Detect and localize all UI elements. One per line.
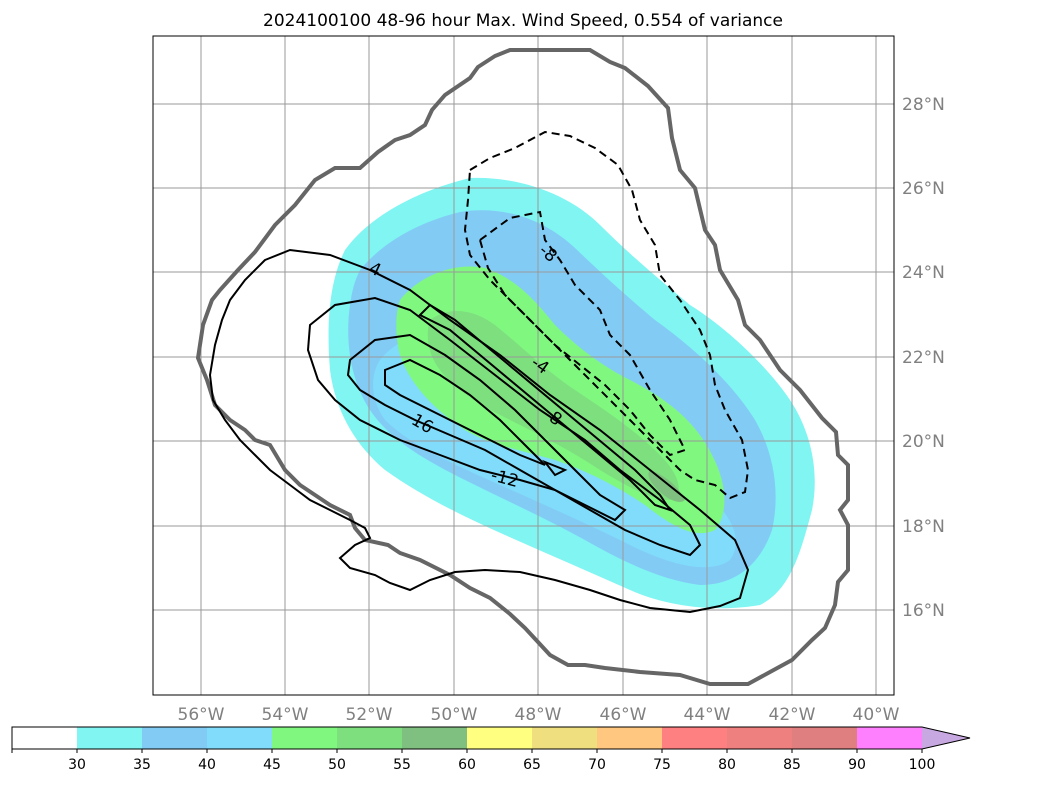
contours-positive [208,248,750,614]
chart-title: 2024100100 48-96 hour Max. Wind Speed, 0… [263,11,783,31]
colorbar-label: 65 [523,757,541,773]
lat-tick-label: 22°N [902,348,945,368]
lat-tick-labels: 28°N 26°N 24°N 22°N 20°N 18°N 16°N [902,95,945,621]
colorbar-swatch [77,727,143,749]
colorbar-swatch [727,727,793,749]
colorbar-label: 45 [263,757,281,773]
colorbar-swatch [857,727,923,749]
colorbar-swatch [597,727,663,749]
lon-tick-label: 48°W [515,705,562,725]
lat-tick-label: 16°N [902,601,945,621]
map-plot-area [153,36,894,695]
colorbar-swatch [402,727,468,749]
colorbar-swatch [142,727,208,749]
colorbar-extend-arrow [922,727,970,749]
colorbar-label: 35 [133,757,151,773]
colorbar-swatch [467,727,533,749]
colorbar-label: 100 [909,757,936,773]
lon-tick-label: 56°W [178,705,225,725]
colorbar-swatch [662,727,728,749]
contours-negative [463,130,750,500]
colorbar: 30 35 40 45 50 55 60 65 70 75 80 85 90 100 [11,726,971,773]
map-frame [152,35,895,696]
lat-tick-label: 28°N [902,95,945,115]
colorbar-label: 40 [198,757,216,773]
lat-tick-label: 24°N [902,263,945,283]
lon-tick-label: 50°W [431,705,478,725]
colorbar-label: 55 [393,757,411,773]
colorbar-swatch [337,727,403,749]
colorbar-label: 80 [718,757,736,773]
colorbar-label: 70 [588,757,606,773]
colorbar-label: 90 [848,757,866,773]
graticule [153,36,894,695]
colorbar-outline [11,726,971,750]
colorbar-swatch [532,727,598,749]
colorbar-label: 75 [653,757,671,773]
colorbar-swatch [12,727,78,749]
lat-tick-label: 26°N [902,179,945,199]
lon-tick-label: 46°W [600,705,647,725]
lon-tick-label: 44°W [684,705,731,725]
colorbar-label: 60 [458,757,476,773]
colorbar-swatch [207,727,273,749]
colorbar-label: 30 [68,757,86,773]
lat-tick-label: 18°N [902,517,945,537]
colorbar-label: 85 [783,757,801,773]
lon-tick-label: 54°W [262,705,309,725]
colorbar-swatch [272,727,338,749]
wind-fill-55-60 [648,470,685,502]
lon-tick-label: 42°W [769,705,816,725]
colorbar-label: 50 [328,757,346,773]
wind-fill-50-55 [427,310,679,500]
lon-tick-labels: 56°W 54°W 52°W 50°W 48°W 46°W 44°W 42°W … [178,705,900,725]
outer-outline [195,48,850,686]
lat-tick-label: 20°N [902,432,945,452]
colorbar-swatch [792,727,858,749]
lon-tick-label: 40°W [853,705,900,725]
lon-tick-label: 52°W [346,705,393,725]
